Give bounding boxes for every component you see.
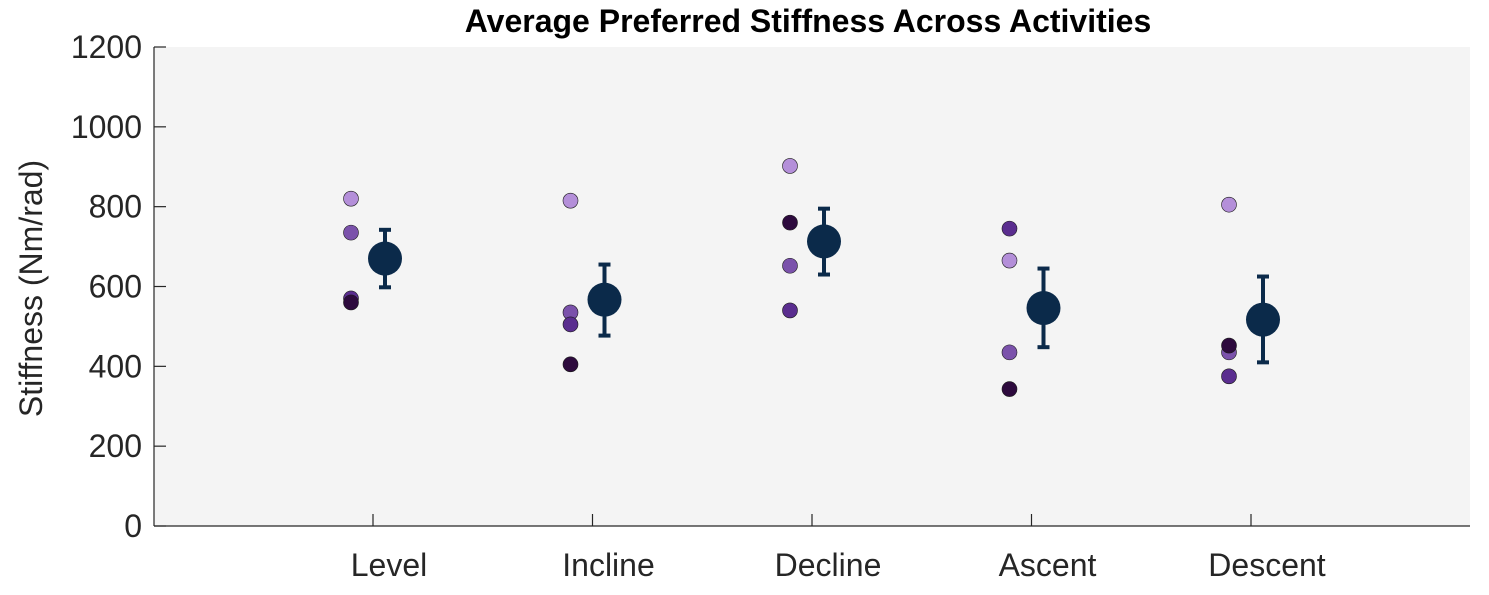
y-tick-label: 200 bbox=[89, 428, 142, 464]
plot-area bbox=[154, 47, 1470, 526]
subject-point bbox=[343, 294, 359, 311]
mean-marker bbox=[1246, 302, 1280, 337]
y-tick-label: 800 bbox=[89, 189, 142, 225]
subject-point bbox=[1221, 368, 1237, 385]
subject-point bbox=[782, 302, 798, 319]
subject-point bbox=[1001, 381, 1018, 397]
y-tick-label: 1000 bbox=[71, 109, 142, 145]
subject-points bbox=[343, 158, 1237, 397]
x-tick-label: Incline bbox=[562, 547, 655, 583]
mean-marker bbox=[807, 224, 841, 259]
mean-marker bbox=[587, 282, 622, 317]
subject-point bbox=[562, 316, 579, 333]
y-tick-label: 600 bbox=[89, 269, 142, 305]
y-tick-label: 1200 bbox=[71, 29, 142, 65]
subject-point bbox=[1001, 220, 1018, 237]
subject-point bbox=[343, 224, 359, 241]
mean-marker bbox=[368, 241, 402, 276]
subject-point bbox=[1221, 196, 1237, 213]
subject-point bbox=[343, 190, 359, 207]
y-tick-label: 0 bbox=[124, 508, 142, 544]
chart-title: Average Preferred Stiffness Across Activ… bbox=[465, 3, 1152, 39]
mean-markers bbox=[368, 206, 1280, 365]
x-tick-label: Level bbox=[351, 547, 428, 583]
subject-point bbox=[782, 158, 798, 174]
axes: 0 200 400 600 800 1000 1200 Level Incline Decline… bbox=[71, 29, 1470, 583]
subject-point bbox=[1001, 344, 1018, 361]
subject-point bbox=[562, 192, 579, 209]
y-axis-label: Stiffness (Nm/rad) bbox=[13, 160, 49, 417]
subject-point bbox=[562, 356, 579, 373]
x-tick-label: Ascent bbox=[999, 547, 1097, 583]
subject-point bbox=[1221, 337, 1237, 354]
subject-point bbox=[782, 257, 798, 274]
y-tick-label: 400 bbox=[89, 348, 142, 384]
subject-point bbox=[1001, 252, 1018, 269]
subject-point bbox=[782, 214, 798, 231]
mean-marker bbox=[1026, 291, 1061, 326]
x-tick-label: Decline bbox=[775, 547, 882, 583]
x-tick-label: Descent bbox=[1208, 547, 1326, 583]
